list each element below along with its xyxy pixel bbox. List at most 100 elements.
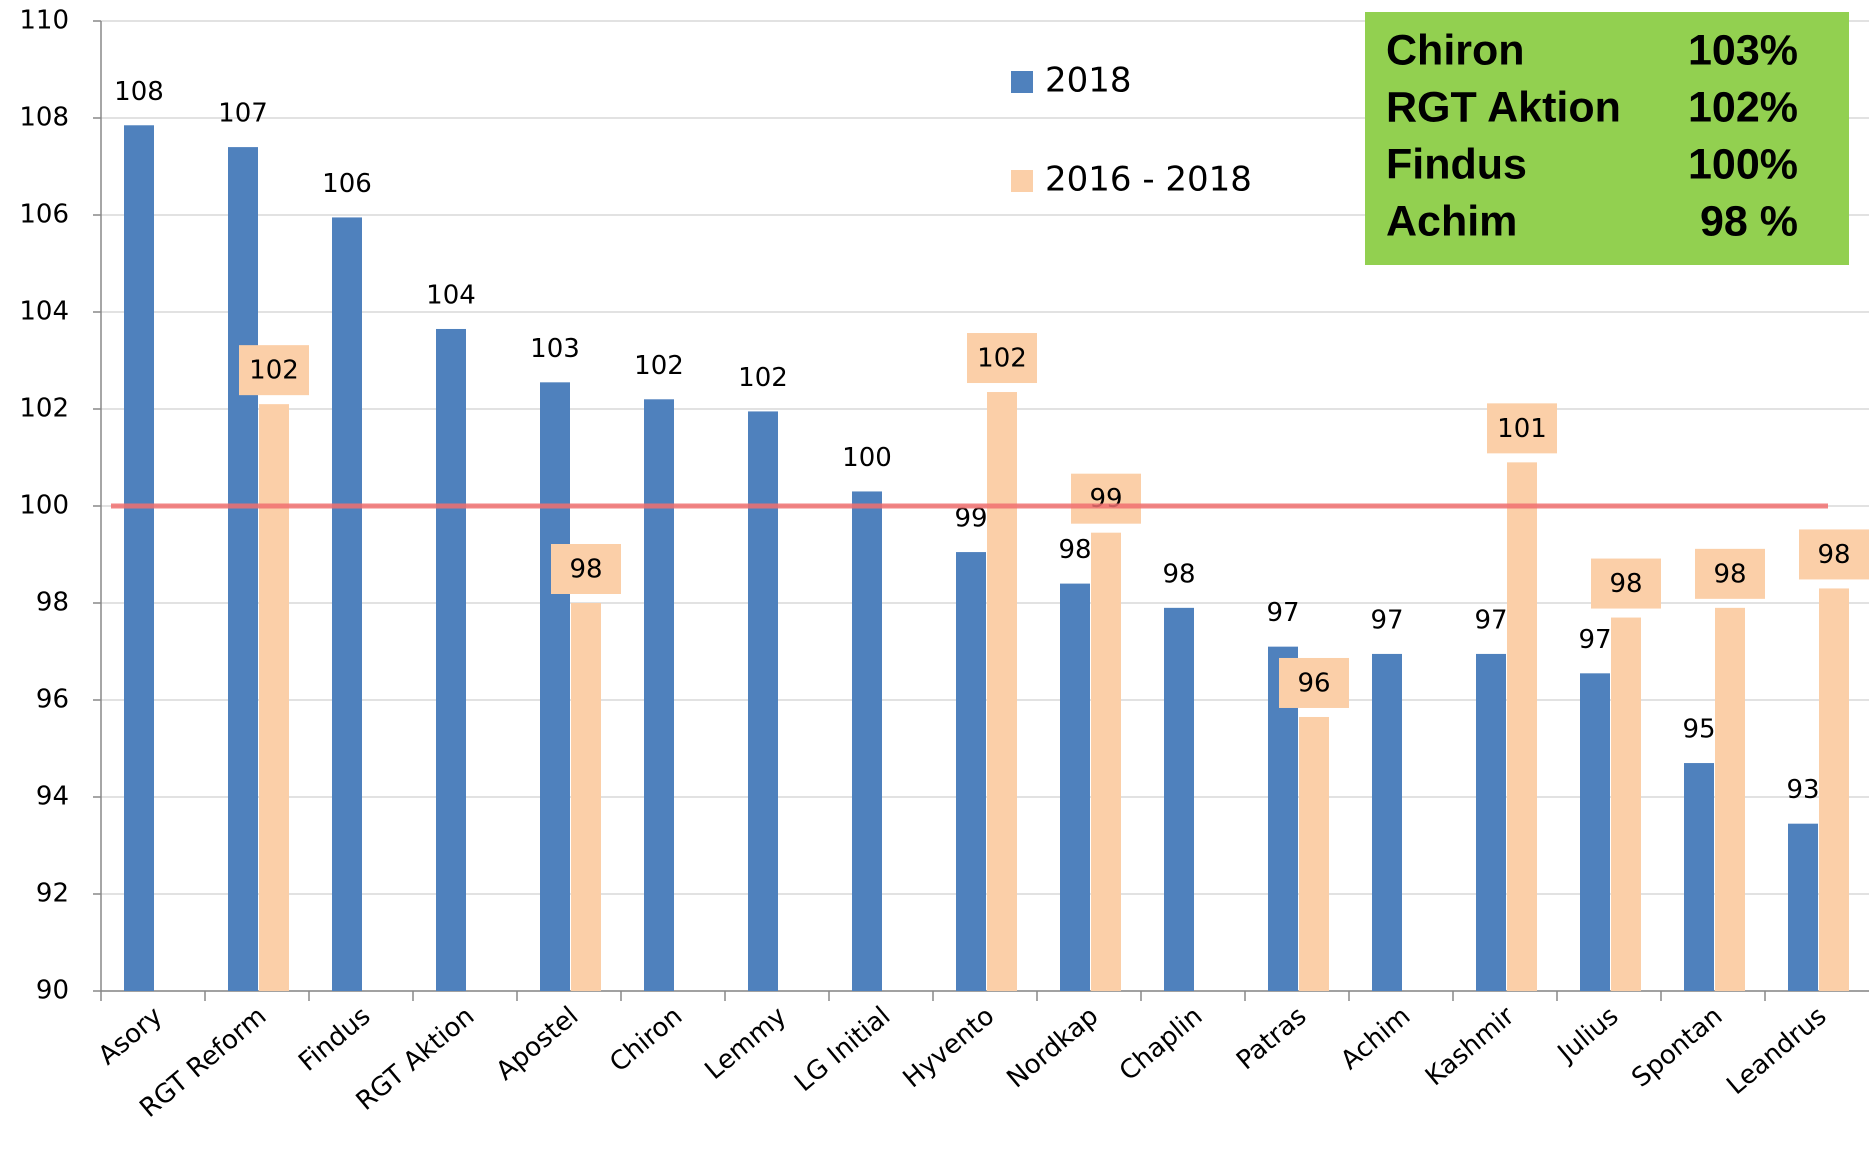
annotation-value: 98 % <box>1700 197 1798 245</box>
bar <box>1788 823 1818 991</box>
x-tick-label: Julius <box>1551 1001 1624 1069</box>
x-tick-label: Leandrus <box>1721 1001 1832 1101</box>
y-tick-label: 100 <box>19 491 69 521</box>
y-tick-label: 102 <box>19 394 69 424</box>
x-tick-label: Kashmir <box>1420 1001 1521 1092</box>
bar <box>956 552 986 991</box>
value-label: 99 <box>1089 484 1122 514</box>
x-tick-label: Nordkap <box>1001 1001 1104 1094</box>
y-tick-label: 98 <box>36 588 69 618</box>
annotation-name: RGT Aktion <box>1386 83 1621 131</box>
value-label-box <box>1279 657 1349 708</box>
value-label: 98 <box>1817 540 1850 570</box>
y-tick-label: 108 <box>19 103 69 133</box>
bar <box>124 125 154 991</box>
value-label: 102 <box>634 351 684 381</box>
bar <box>1164 607 1194 991</box>
legend-swatch <box>1011 71 1033 93</box>
value-label: 99 <box>954 504 987 534</box>
bar <box>644 399 674 991</box>
y-tick-label: 92 <box>36 879 69 909</box>
bar <box>1060 583 1090 991</box>
legend-swatch <box>1011 170 1033 192</box>
bar <box>1715 607 1745 991</box>
x-tick-label: Hyvento <box>898 1001 1001 1094</box>
bar <box>571 603 601 991</box>
value-label: 97 <box>1578 625 1611 655</box>
x-tick-label: Spontan <box>1626 1001 1728 1093</box>
value-label: 98 <box>1713 559 1746 589</box>
annotation-value: 100% <box>1688 140 1798 188</box>
y-tick-label: 106 <box>19 200 69 230</box>
value-label: 102 <box>738 363 788 393</box>
legend-label: 2016 - 2018 <box>1045 160 1252 200</box>
annotation-value: 103% <box>1688 26 1798 74</box>
x-tick-label: Achim <box>1335 1001 1416 1076</box>
x-tick-label: Findus <box>293 1001 376 1078</box>
bar <box>1684 763 1714 991</box>
y-tick-label: 94 <box>36 782 69 812</box>
value-label-box <box>1071 473 1141 524</box>
y-tick-label: 90 <box>36 976 69 1006</box>
bar <box>1091 532 1121 991</box>
bar <box>1819 588 1849 991</box>
bar <box>436 328 466 992</box>
value-label-box <box>1591 558 1661 609</box>
bar <box>228 147 258 992</box>
annotation-name: Chiron <box>1386 26 1525 74</box>
y-tick-label: 104 <box>19 297 69 327</box>
annotation-name: Findus <box>1386 140 1527 188</box>
bar <box>987 392 1017 991</box>
x-tick-label: Chaplin <box>1114 1001 1208 1087</box>
legend-label: 2018 <box>1045 61 1132 101</box>
value-label-box <box>1799 529 1869 580</box>
annotation-box <box>1365 12 1849 265</box>
y-tick-label: 110 <box>19 6 69 36</box>
value-label-box <box>1695 548 1765 599</box>
annotation-value: 102% <box>1688 83 1798 131</box>
bar <box>1580 673 1610 991</box>
value-label: 104 <box>426 280 476 310</box>
value-label: 96 <box>1297 668 1330 698</box>
bar <box>332 217 362 992</box>
value-label: 102 <box>249 356 299 386</box>
x-tick-label: Asory <box>93 1001 168 1071</box>
value-label: 107 <box>218 99 268 129</box>
value-label-box <box>551 544 621 594</box>
bar <box>259 404 289 991</box>
value-label: 102 <box>977 344 1027 374</box>
value-label: 98 <box>1058 535 1091 565</box>
value-label: 93 <box>1786 775 1819 805</box>
value-label: 98 <box>1162 559 1195 589</box>
bar <box>1611 617 1641 991</box>
value-label: 95 <box>1682 715 1715 745</box>
value-label: 108 <box>114 77 164 107</box>
bar <box>540 382 570 991</box>
x-tick-label: Lemmy <box>699 1001 792 1086</box>
value-label: 100 <box>842 443 892 473</box>
value-label: 106 <box>322 169 372 199</box>
value-label-box <box>1487 403 1557 454</box>
value-label-box <box>239 345 309 396</box>
bar <box>748 411 778 991</box>
bar <box>1507 462 1537 992</box>
value-label: 97 <box>1266 598 1299 628</box>
x-tick-label: Chiron <box>604 1001 688 1078</box>
x-tick-label: Patras <box>1231 1001 1312 1076</box>
x-tick-label: Apostel <box>491 1001 585 1086</box>
value-label: 103 <box>530 334 580 364</box>
y-tick-label: 96 <box>36 685 69 715</box>
annotation-name: Achim <box>1386 197 1517 245</box>
bar <box>1476 653 1506 991</box>
value-label: 97 <box>1474 605 1507 635</box>
x-tick-label: LG Initial <box>789 1001 896 1098</box>
value-label-box <box>967 333 1037 384</box>
bar <box>1299 716 1329 991</box>
value-label: 101 <box>1497 414 1547 444</box>
value-label: 98 <box>1609 569 1642 599</box>
bar <box>852 491 882 991</box>
bar <box>1372 653 1402 991</box>
value-label: 97 <box>1370 605 1403 635</box>
value-label: 98 <box>569 555 602 585</box>
